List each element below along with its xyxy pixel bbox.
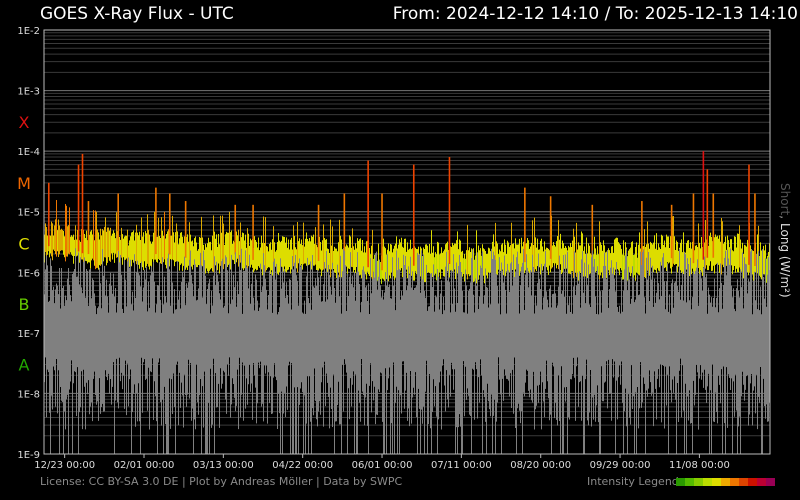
legend-swatch bbox=[739, 478, 748, 486]
legend-swatch bbox=[676, 478, 685, 486]
flare-class-b: B bbox=[19, 295, 30, 314]
flare-class-x: X bbox=[19, 113, 30, 132]
legend-swatch bbox=[721, 478, 730, 486]
x-tick-label: 03/13 00:00 bbox=[193, 460, 254, 471]
intensity-legend bbox=[676, 478, 775, 486]
flare-class-a: A bbox=[19, 356, 30, 375]
flare-class-c: C bbox=[18, 234, 29, 253]
y-tick-label: 1E-8 bbox=[17, 389, 40, 400]
legend-swatch bbox=[730, 478, 739, 486]
y-tick-label: 1E-6 bbox=[17, 268, 40, 279]
x-tick-label: 02/01 00:00 bbox=[114, 460, 175, 471]
legend-swatch bbox=[757, 478, 766, 486]
y-tick-label: 1E-7 bbox=[17, 329, 40, 340]
y-tick-label: 1E-3 bbox=[17, 87, 40, 98]
label-separator: , bbox=[778, 215, 792, 219]
legend-swatch bbox=[748, 478, 757, 486]
x-tick-label: 06/01 00:00 bbox=[352, 460, 413, 471]
y-tick-label: 1E-4 bbox=[17, 147, 40, 158]
legend-swatch bbox=[703, 478, 712, 486]
x-axis-ticks: 12/23 00:00 02/01 00:00 03/13 00:00 04/22 0… bbox=[34, 454, 730, 471]
x-tick-label: 08/20 00:00 bbox=[510, 460, 571, 471]
intensity-legend-label: Intensity Legend bbox=[587, 475, 679, 488]
y-tick-label: 1E-2 bbox=[17, 26, 40, 37]
x-tick-label: 12/23 00:00 bbox=[34, 460, 95, 471]
legend-swatch bbox=[766, 478, 775, 486]
x-tick-label: 09/29 00:00 bbox=[590, 460, 651, 471]
legend-swatch bbox=[694, 478, 703, 486]
y-axis-label: Short, Long (W/m²) bbox=[778, 183, 792, 298]
y-tick-label: 1E-5 bbox=[17, 208, 40, 219]
license-text: License: CC BY-SA 3.0 DE | Plot by Andre… bbox=[40, 475, 402, 488]
short-label: Short bbox=[778, 183, 792, 215]
flare-class-m: M bbox=[17, 174, 31, 193]
x-tick-label: 11/08 00:00 bbox=[669, 460, 730, 471]
legend-swatch bbox=[712, 478, 721, 486]
x-tick-label: 04/22 00:00 bbox=[272, 460, 333, 471]
long-label: Long (W/m²) bbox=[778, 223, 792, 298]
legend-swatch bbox=[685, 478, 694, 486]
x-tick-label: 07/11 00:00 bbox=[431, 460, 492, 471]
